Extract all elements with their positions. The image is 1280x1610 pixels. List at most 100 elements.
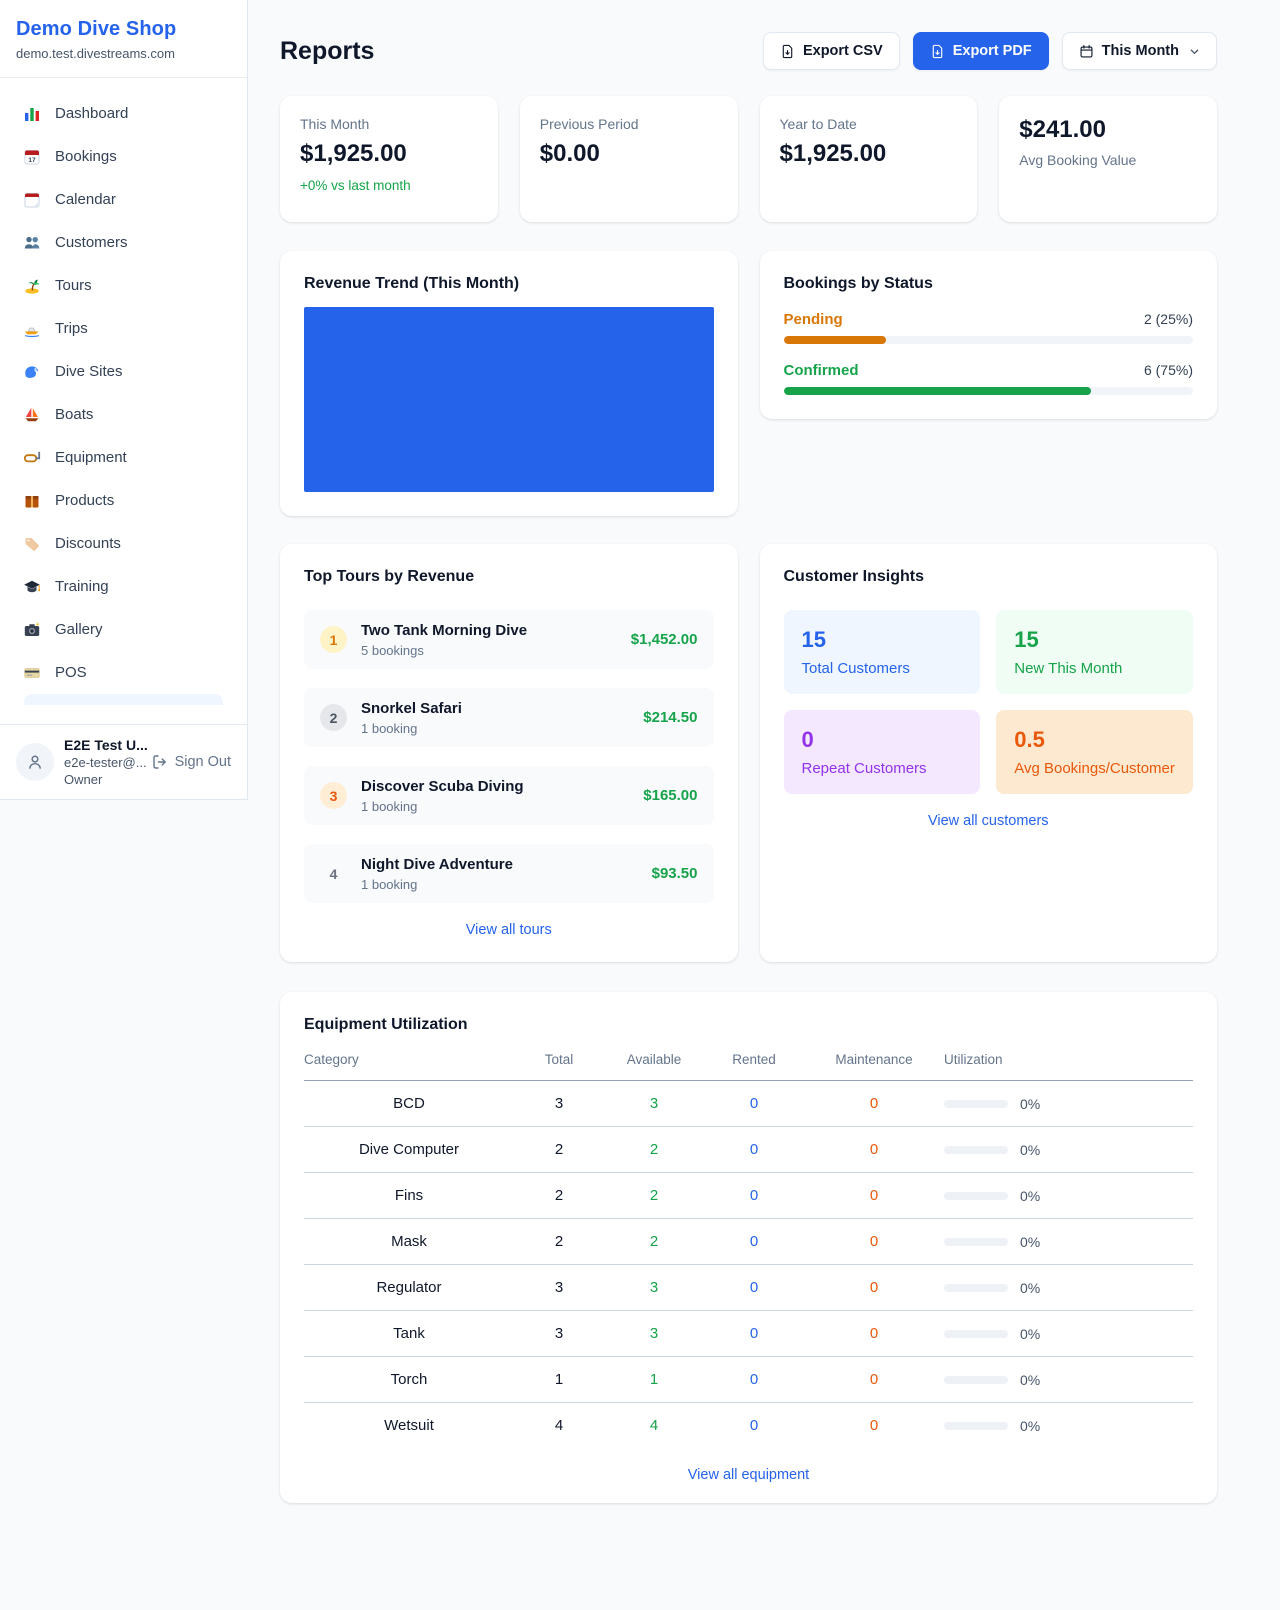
cell-maintenance: 0 [804,1218,944,1265]
column-header: Total [514,1052,604,1081]
cell-category: Fins [304,1172,514,1219]
sidebar-item-label: Tours [55,277,92,294]
table-row: Dive Computer 2 2 0 0 0% [304,1126,1193,1173]
sidebar-active-item-partial[interactable] [24,694,223,705]
cell-total: 3 [514,1264,604,1311]
cell-category: Tank [304,1310,514,1357]
sidebar-item-dashboard[interactable]: Dashboard [12,92,235,135]
sidebar-item-customers[interactable]: Customers [12,221,235,264]
equipment-header-row: Category Total Available Rented Maintena… [304,1052,1193,1081]
page-title: Reports [280,36,375,65]
cell-rented: 0 [704,1080,804,1127]
cell-maintenance: 0 [804,1264,944,1311]
tour-bookings: 5 bookings [361,642,424,658]
cell-rented: 0 [704,1126,804,1173]
cell-rented: 0 [704,1218,804,1265]
sidebar-item-pos[interactable]: POS [12,651,235,694]
export-csv-button[interactable]: Export CSV [762,32,900,70]
sidebar-item-dive-sites[interactable]: Dive Sites [12,350,235,393]
export-csv-label: Export CSV [802,43,883,59]
package-icon [22,491,42,511]
sidebar-item-trips[interactable]: Trips [12,307,235,350]
stat-card-previous-period: Previous Period $0.00 [519,96,738,222]
sidebar-item-discounts[interactable]: Discounts [12,522,235,565]
tile-label: Repeat Customers [801,760,927,777]
tour-name: Discover Scuba Diving [361,777,524,795]
header-actions: Export CSV Export PDF This Month [762,32,1217,70]
sidebar-item-label: Customers [55,234,128,251]
sidebar-item-products[interactable]: Products [12,479,235,522]
charts-row: Revenue Trend (This Month) Bookings by S… [280,251,1217,516]
sidebar-item-calendar[interactable]: Calendar [12,178,235,221]
confirmed-bar-track [783,387,1193,395]
utilization-bar [944,1375,1008,1384]
pending-bar-track [783,336,1193,344]
period-dropdown[interactable]: This Month [1061,32,1217,70]
sidebar-item-training[interactable]: Training [12,565,235,608]
view-all-tours-link[interactable]: View all tours [465,922,552,938]
view-all-customers-link[interactable]: View all customers [927,813,1049,829]
column-header: Rented [704,1052,804,1081]
cell-total: 3 [514,1080,604,1127]
user-meta: E2E Test U... e2e-tester@... Owner [64,737,148,787]
tile-value: 0 [801,727,814,752]
graduation-cap-icon [22,577,42,597]
table-row: Tank 3 3 0 0 0% [304,1310,1193,1357]
cell-maintenance: 0 [869,1417,879,1434]
column-header: Category [304,1052,514,1081]
user-email: e2e-tester@... [64,755,147,770]
cell-rented: 0 [749,1417,759,1434]
stat-note: +0% vs last month [300,178,411,193]
tour-row: 4 Night Dive Adventure 1 booking $93.50 [304,844,714,903]
cell-total: 2 [514,1172,604,1219]
sidebar-item-equipment[interactable]: Equipment [12,436,235,479]
sidebar-item-label: Products [55,492,115,509]
tour-row: 1 Two Tank Morning Dive 5 bookings $1,45… [304,610,714,669]
cell-maintenance: 0 [804,1080,944,1127]
top-tours-title: Top Tours by Revenue [304,568,475,585]
cell-available: 1 [604,1356,704,1403]
equipment-utilization-card: Equipment Utilization Category Total Ava… [280,992,1217,1503]
stat-label: Year to Date [779,116,857,132]
sidebar-item-label: Boats [55,406,94,423]
sidebar-item-boats[interactable]: Boats [12,393,235,436]
top-tours-card: Top Tours by Revenue 1 Two Tank Morning … [280,544,738,962]
cell-maintenance: 0 [804,1356,944,1403]
stat-label: Previous Period [539,116,639,132]
pending-bar-fill [783,336,886,344]
sidebar-item-tours[interactable]: Tours [12,264,235,307]
tear-off-calendar-icon [22,190,42,210]
column-header: Maintenance [804,1052,944,1081]
user-area: E2E Test U... e2e-tester@... Owner Sign … [0,724,247,799]
bookings-by-status-title: Bookings by Status [783,275,933,292]
utilization-percent: 0% [1020,1141,1041,1158]
sidebar-item-label: Equipment [55,449,127,466]
tile-new-this-month: 15 New This Month [996,610,1193,694]
tour-name: Night Dive Adventure [361,855,513,873]
stat-card-year-to-date: Year to Date $1,925.00 [759,96,978,222]
chevron-down-icon [1190,48,1199,54]
sidebar-item-label: Discounts [55,535,121,552]
cell-rented: 0 [704,1356,804,1403]
camera-icon [22,620,42,640]
status-row-pending: Pending 2 (25%) [783,311,1193,344]
period-label: This Month [1101,43,1179,59]
cell-available: 4 [649,1417,659,1434]
logout-icon [152,755,166,769]
calendar-icon [1080,44,1093,58]
bookings-by-status-card: Bookings by Status Pending 2 (25%) Confi… [759,251,1217,419]
table-row: Wetsuit 4 4 0 0 0% [304,1403,1193,1449]
cell-available: 3 [604,1080,704,1127]
file-download-icon [932,44,942,58]
status-label: Pending [783,311,843,328]
utilization-bar [944,1421,1008,1430]
view-all-equipment-link[interactable]: View all equipment [687,1467,810,1483]
export-pdf-button[interactable]: Export PDF [912,32,1049,70]
sign-out-button[interactable]: Sign Out [152,754,231,770]
tour-bookings: 1 booking [361,798,418,814]
sidebar-item-bookings[interactable]: 17 Bookings [12,135,235,178]
table-row: BCD 3 3 0 0 0% [304,1080,1193,1127]
tour-name: Two Tank Morning Dive [361,621,528,639]
utilization-bar [944,1191,1008,1200]
sidebar-item-gallery[interactable]: Gallery [12,608,235,651]
